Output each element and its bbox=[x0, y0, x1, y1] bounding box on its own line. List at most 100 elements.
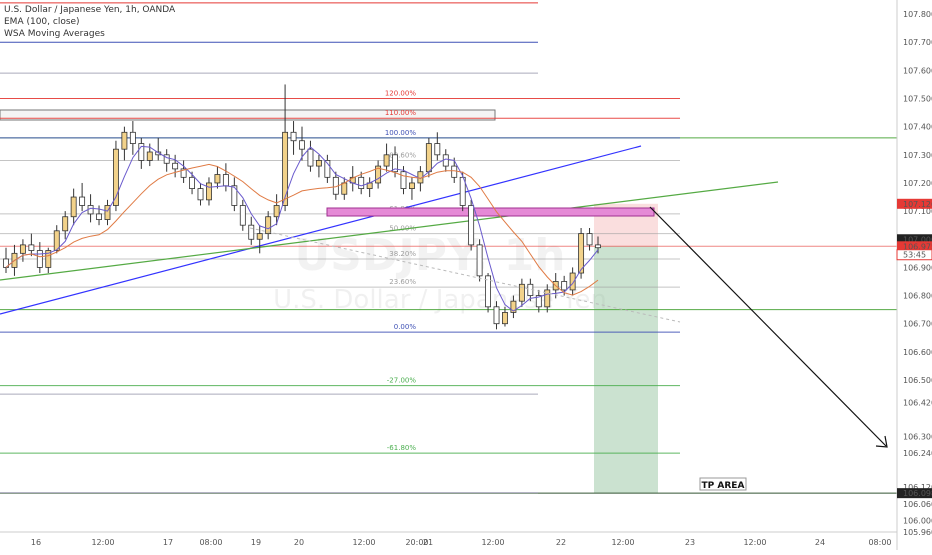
candle-body bbox=[104, 205, 111, 220]
candle bbox=[70, 188, 77, 226]
candle bbox=[138, 137, 145, 169]
candle bbox=[510, 295, 517, 319]
candle-body bbox=[180, 168, 187, 178]
candle-body bbox=[70, 196, 77, 218]
candle bbox=[62, 211, 69, 240]
ema-line bbox=[5, 163, 599, 296]
candle-body bbox=[502, 312, 508, 325]
candle bbox=[79, 182, 86, 212]
projection-dotted bbox=[249, 227, 681, 323]
x-tick-label: 22 bbox=[556, 538, 566, 547]
candle-body bbox=[578, 233, 585, 274]
candle bbox=[485, 273, 491, 313]
candle bbox=[324, 154, 331, 183]
candle-body bbox=[451, 165, 458, 178]
x-tick-label: 16 bbox=[31, 538, 41, 547]
y-tick-label: 107.600 bbox=[903, 66, 932, 75]
y-tick-label: 106.700 bbox=[903, 320, 932, 329]
candle-body bbox=[45, 250, 52, 268]
price-label: 107.126 bbox=[903, 200, 932, 209]
candle-body bbox=[96, 213, 102, 220]
y-tick-label: 106.420 bbox=[903, 399, 932, 408]
candle bbox=[578, 228, 585, 279]
candle-body bbox=[19, 244, 26, 254]
fib-label-7: 23.60% bbox=[389, 278, 416, 286]
legend-symbol[interactable]: U.S. Dollar / Japanese Yen, 1h, OANDA bbox=[4, 5, 176, 15]
wma-line bbox=[5, 145, 599, 312]
y-tick-label: 107.400 bbox=[903, 123, 932, 132]
candle-body bbox=[206, 182, 212, 201]
candle bbox=[383, 143, 390, 172]
x-tick-label: 20:00 bbox=[405, 538, 428, 547]
candle bbox=[476, 239, 483, 282]
watermark-symbol: USDJPY, 1h bbox=[294, 230, 565, 281]
x-tick-label: 12:00 bbox=[611, 538, 634, 547]
candle-body bbox=[53, 230, 60, 251]
candle-body bbox=[324, 160, 331, 178]
candle bbox=[290, 121, 297, 155]
candle bbox=[222, 163, 229, 192]
candle-body bbox=[36, 250, 43, 268]
candle-body bbox=[290, 131, 297, 142]
y-tick-label: 106.000 bbox=[903, 517, 932, 526]
legend-wma[interactable]: WSA Moving Averages bbox=[4, 29, 105, 39]
y-tick-label: 107.500 bbox=[903, 95, 932, 104]
candle-body bbox=[155, 151, 162, 156]
legend-ema[interactable]: EMA (100, close) bbox=[4, 17, 80, 27]
candle bbox=[307, 140, 314, 172]
candle-body bbox=[586, 233, 593, 246]
candle-body bbox=[214, 174, 221, 184]
candle-body bbox=[197, 188, 204, 201]
y-tick-label: 107.300 bbox=[903, 151, 932, 160]
candle-body bbox=[163, 154, 170, 164]
candle-body bbox=[544, 289, 551, 308]
candle-body bbox=[265, 216, 272, 235]
fib-label-1: 110.00% bbox=[385, 109, 416, 117]
candle-body bbox=[189, 176, 195, 189]
candle-body bbox=[299, 140, 305, 150]
fib-label-2: 100.00% bbox=[385, 129, 416, 137]
candle-body bbox=[315, 160, 322, 167]
price-label-bg bbox=[897, 488, 932, 499]
candle bbox=[493, 301, 500, 330]
fib-label-9: -27.00% bbox=[387, 377, 417, 385]
candle-body bbox=[129, 131, 136, 144]
fib-label-0: 120.00% bbox=[385, 90, 416, 98]
y-tick-label: 105.960 bbox=[903, 528, 932, 537]
candle-body bbox=[561, 281, 568, 291]
candle bbox=[129, 121, 136, 155]
candle-body bbox=[569, 272, 576, 291]
fib-label-6: 38.20% bbox=[389, 250, 416, 258]
candle bbox=[434, 132, 441, 161]
candle bbox=[36, 242, 43, 274]
price-label: 106.975 bbox=[903, 242, 932, 251]
candle bbox=[518, 278, 525, 307]
trendline-green bbox=[0, 181, 779, 281]
chart-legend: U.S. Dollar / Japanese Yen, 1h, OANDA EM… bbox=[4, 4, 175, 40]
candle-body bbox=[79, 196, 86, 206]
candle bbox=[468, 199, 475, 251]
y-tick-label: 106.600 bbox=[903, 348, 932, 357]
candle-body bbox=[485, 275, 491, 308]
candle-body bbox=[138, 143, 145, 161]
candle-body bbox=[459, 176, 466, 206]
candle-body bbox=[282, 131, 289, 206]
trendline-blue bbox=[0, 145, 642, 315]
candle bbox=[248, 216, 255, 245]
candle-body bbox=[113, 148, 119, 206]
candle-body bbox=[468, 205, 475, 246]
candle-body bbox=[248, 224, 255, 240]
candle-body bbox=[231, 185, 238, 206]
candle-body bbox=[222, 174, 229, 187]
candle bbox=[104, 199, 111, 226]
candle bbox=[299, 126, 305, 161]
candle-body bbox=[434, 143, 441, 156]
candle-body bbox=[28, 244, 35, 251]
forecast-arrow-head bbox=[875, 435, 888, 448]
x-tick-label: 12:00 bbox=[91, 538, 114, 547]
candle-body bbox=[375, 165, 382, 184]
x-tick-label: 08:00 bbox=[199, 538, 222, 547]
price-label: 106.098 bbox=[903, 489, 932, 498]
